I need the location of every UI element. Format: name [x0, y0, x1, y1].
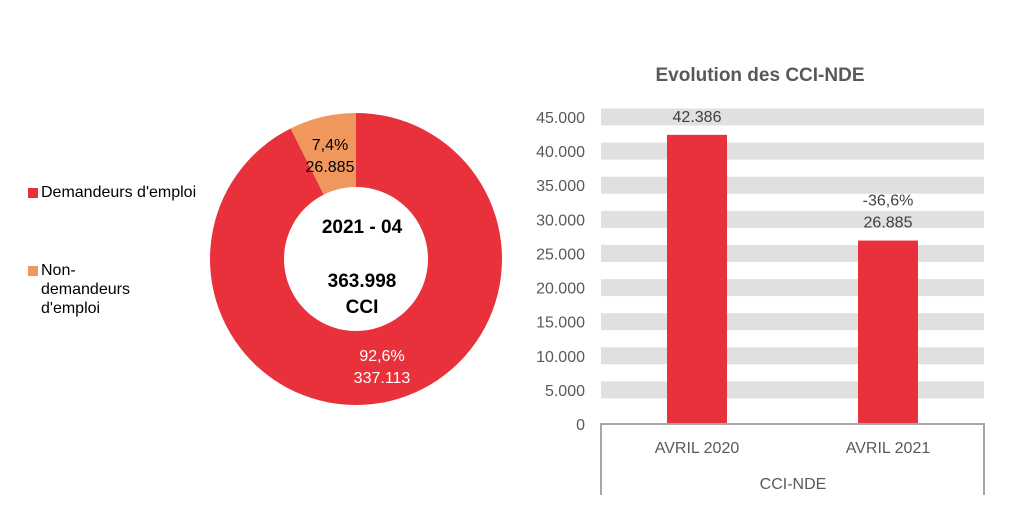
y-tick-label: 35.000: [536, 178, 585, 195]
donut-slice-0: [210, 113, 503, 405]
y-tick-label: 5.000: [545, 383, 585, 400]
x-group-label: CCI-NDE: [760, 476, 827, 493]
bar-data-label: 42.386: [673, 109, 722, 126]
y-tick-label: 20.000: [536, 281, 585, 298]
y-tick-label: 45.000: [536, 110, 585, 127]
y-tick-label: 0: [576, 417, 585, 434]
legend-label-non-demandeurs: Non-demandeurs d'emploi: [41, 262, 130, 317]
y-tick-label: 30.000: [536, 212, 585, 229]
grid-band: [601, 210, 984, 228]
bar-1: [858, 240, 918, 424]
donut-center-unit: CCI: [346, 297, 379, 318]
grid-band: [601, 108, 984, 126]
y-tick-label: 10.000: [536, 349, 585, 366]
slice-label-non-demandeurs-percent: 7,4%: [312, 137, 348, 154]
donut-center-total: 363.998: [328, 271, 397, 292]
slice-label-non-demandeurs-value: 26.885: [306, 159, 355, 176]
x-tick-label-0: AVRIL 2020: [655, 440, 740, 457]
y-tick-label: 40.000: [536, 144, 585, 161]
legend-label-demandeurs: Demandeurs d'emploi: [41, 184, 197, 201]
donut-chart: [210, 113, 503, 405]
grid-band: [601, 176, 984, 194]
donut-slice-1: [290, 113, 356, 195]
x-tick-label-1: AVRIL 2021: [846, 440, 931, 457]
bar-data-label: 26.885: [864, 215, 913, 232]
grid-band: [601, 279, 984, 297]
grid-band: [601, 244, 984, 262]
bar-data-label: -36,6%: [863, 193, 914, 210]
grid-band: [601, 142, 984, 160]
bar-chart-title: Evolution des CCI-NDE: [655, 65, 864, 86]
grid-band: [601, 381, 984, 399]
y-tick-label: 15.000: [536, 315, 585, 332]
slice-label-demandeurs-value: 337.113: [354, 370, 411, 387]
bar-0: [667, 134, 727, 424]
x-axis: [600, 423, 985, 495]
donut-center-period: 2021 - 04: [322, 217, 403, 238]
legend-swatch-non-demandeurs: [28, 266, 38, 276]
legend-swatch-demandeurs: [28, 188, 38, 198]
slice-label-demandeurs-percent: 92,6%: [359, 348, 404, 365]
bar-chart: 0 5.000 10.000 15.000 20.000 25.000 30.000 35.0…: [536, 108, 985, 495]
y-tick-label: 25.000: [536, 246, 585, 263]
grid-band: [601, 313, 984, 331]
grid-band: [601, 347, 984, 365]
